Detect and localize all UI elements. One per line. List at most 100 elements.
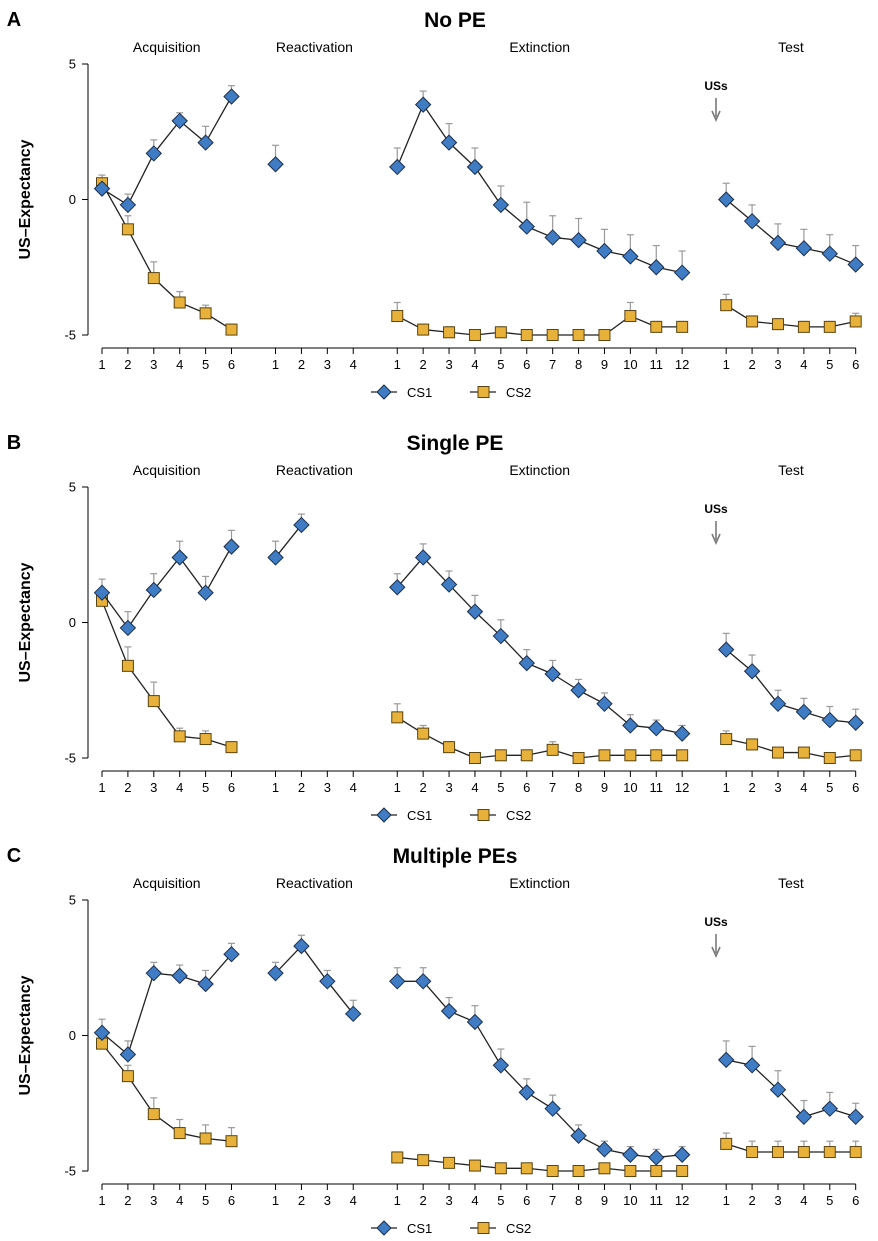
x-tick-label: 4 [350,780,357,795]
cs1-point [648,1149,665,1166]
cs2-point [468,752,481,764]
x-tick-label: 1 [723,357,730,372]
x-tick-label: 1 [723,1193,730,1208]
x-tick-label: 2 [420,357,427,372]
cs1-line-segment [448,584,476,613]
legend-cs1-label: CS1 [407,385,432,400]
x-tick-label: 4 [471,780,478,795]
y-tick-label: -5 [64,1164,76,1179]
cs2-point [771,318,784,331]
cs2-point [199,307,212,320]
y-tick-label: 0 [69,615,76,630]
cs2-point [650,1165,663,1177]
cs2-point [849,1146,862,1159]
cs2-point [746,738,759,751]
x-tick-label: 6 [228,357,235,372]
cs1-point [622,717,639,734]
cs1-point [821,711,838,729]
x-tick-label: 2 [748,780,755,795]
cs1-point [795,240,813,257]
cs2-point [598,329,611,341]
legend: CS1 CS2 [371,384,531,400]
cs1-point [171,112,188,130]
cs1-point [440,576,458,593]
x-tick-label: 2 [420,780,427,795]
cs2-point [720,299,733,312]
cs1-point [769,234,787,252]
x-tick-label: 4 [800,357,807,372]
cs1-point [119,196,137,214]
cs1-point [518,654,535,672]
cs2-point [147,272,160,285]
cs1-line-segment [474,1021,502,1066]
x-tick-label: 6 [852,1193,859,1208]
cs2-point [121,1070,134,1083]
x-tick-label: 1 [98,780,105,795]
cs2-point [225,1135,238,1148]
cs2-point [520,1162,533,1175]
cs2-point [823,1146,836,1159]
cs1-point [847,1108,864,1126]
x-tick-label: 1 [98,1193,105,1208]
cs2-point [121,223,134,236]
cs1-point [145,581,163,599]
cs2-point [391,310,404,323]
x-tick-label: 5 [497,780,504,795]
cs1-point [492,196,510,214]
cs1-point [596,1141,613,1158]
cs2-point [572,752,585,764]
legend-cs2-marker [477,809,490,821]
x-tick-label: 1 [272,357,279,372]
cs1-point [197,134,214,151]
x-tick-label: 3 [445,780,452,795]
cs2-point [468,1159,481,1172]
cs1-point [795,703,813,721]
x-tick-label: 2 [748,357,755,372]
cs2-point [676,320,689,333]
cs1-line-segment [127,153,155,206]
cs1-point [795,1108,813,1126]
legend-cs1-marker [376,384,392,400]
cs1-point [821,1100,838,1117]
x-tick-label: 5 [826,780,833,795]
x-tick-label: 1 [394,1193,401,1208]
cs1-point [596,242,613,260]
cs2-point [676,1165,689,1177]
phase-label: Acquisition [133,875,201,891]
legend-cs2-marker [477,1222,490,1234]
cs1-point [821,245,838,262]
y-axis-label: US–Expectancy [17,562,34,682]
panel-title: Single PE [407,432,504,455]
cs1-point [717,641,735,658]
x-tick-label: 6 [852,357,859,372]
y-tick-label: 5 [69,480,76,495]
x-tick-label: 3 [150,357,157,372]
x-tick-label: 9 [601,357,608,372]
cs1-line-segment [205,96,233,143]
cs2-point [598,1162,611,1175]
phase-label: Extinction [509,462,570,478]
x-tick-label: 5 [826,357,833,372]
us-arrow-head [711,946,721,958]
legend-cs1-marker [376,807,392,823]
y-tick-label: -5 [64,751,76,766]
cs1-point [389,973,406,990]
panel-letter: C [7,845,21,867]
chart-panel-c: C Multiple PEs -5 0 5 US–Expectancy Acquisitio… [7,845,864,1236]
x-tick-label: 2 [298,357,305,372]
legend-cs2-label: CS2 [506,385,531,400]
cs2-point [199,733,212,746]
cs2-point [572,1165,585,1177]
cs1-point [466,1013,484,1031]
x-tick-label: 4 [176,357,183,372]
cs2-point [823,752,836,764]
cs1-point [673,725,691,742]
x-tick-label: 3 [324,780,331,795]
cs2-point [520,329,533,341]
cs2-point [624,310,637,323]
cs1-line-segment [127,972,155,1055]
y-tick-label: -5 [64,328,76,343]
cs2-point [546,329,559,341]
